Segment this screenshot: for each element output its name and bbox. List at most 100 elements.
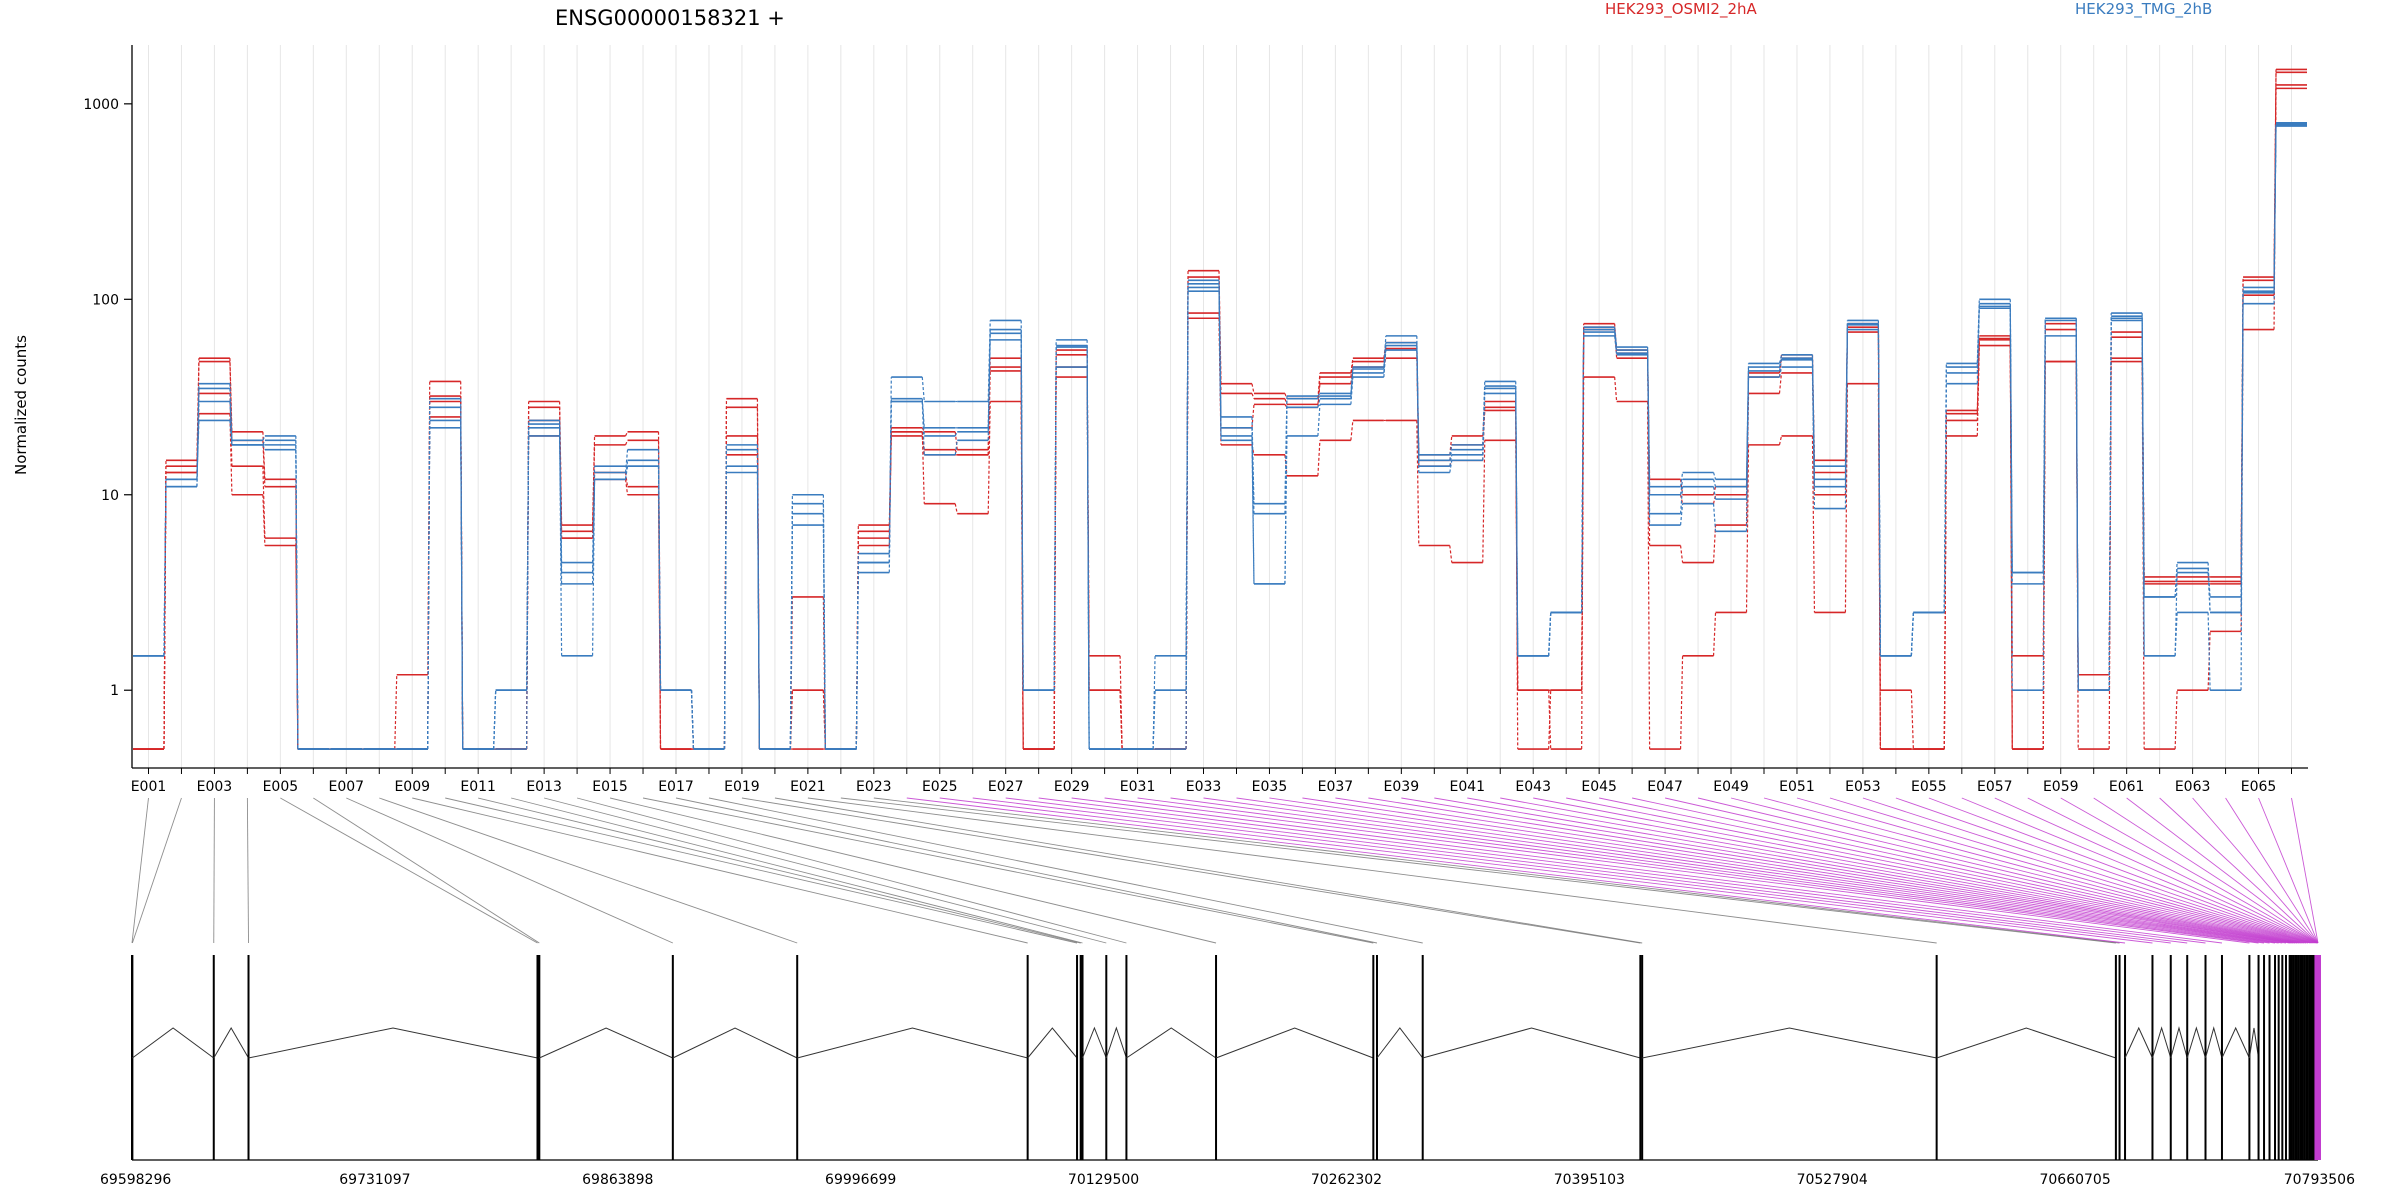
exon-connector [1664,797,2307,944]
genomic-tick-label: 69731097 [339,1172,410,1188]
legend-tmg: HEK293_TMG_2hB [2075,0,2212,19]
exon-transition [1778,354,1783,364]
exon-transition [196,401,200,487]
exon-transition [1251,393,1255,399]
x-tick-label: E009 [394,779,430,795]
exon-connector [1895,797,2315,944]
exon-connector [1302,797,2283,944]
exon-connector [873,797,2120,944]
x-tick-label: E061 [2109,779,2145,795]
exon-transition [460,427,464,750]
exon-box [2281,955,2284,1160]
exon-transition [1778,358,1783,368]
exon-transition [2174,612,2178,656]
exon-transition [295,444,299,750]
exon-transition [1317,404,1321,436]
exon-transition [789,525,793,750]
genomic-tick-label: 70793506 [2284,1172,2355,1188]
exon-transition [1317,398,1321,408]
intron-line [539,1027,674,1059]
exon-transition [2207,572,2211,613]
y-tick-label: 100 [92,292,119,308]
x-tick-label: E019 [724,779,760,795]
exon-transition [1811,435,1816,613]
exon-transition [2108,320,2112,691]
exon-transition [262,466,266,539]
exon-box [2288,955,2291,1160]
exon-connector [1566,797,2301,944]
exon-connector [1368,797,2290,944]
exon-transition [624,479,629,495]
exon-transition [624,460,629,480]
exon-transition [1317,377,1321,405]
exon-box [2268,955,2271,1160]
series-line [133,84,2307,750]
exon-box [2263,955,2266,1160]
intron-line [1422,1027,1641,1059]
intron-line [797,1027,1028,1059]
exon-box [2299,955,2302,1160]
intron-line [2170,1026,2188,1059]
exon-transition [2141,318,2145,656]
exon-transition [2075,335,2079,691]
exon-transition [1581,327,1585,750]
intron-line [1126,1027,1217,1059]
intron-line [1642,1027,1937,1059]
exon-transition [1548,612,1552,656]
exon-transition [954,503,958,514]
exon-transition [1614,335,1618,355]
exon-transition [2009,308,2013,691]
exon-transition [1251,440,1255,584]
exon-transition [591,444,596,532]
exon-transition [1350,420,1354,441]
intron-line [2221,1026,2250,1059]
exon-box [2118,955,2121,1160]
exon-transition [1053,367,1057,691]
intron-line [2205,1026,2223,1059]
exon-connector [445,797,1078,944]
exon-connector [246,797,249,944]
exon-connector [280,797,538,944]
exon-transition [1185,291,1189,750]
exon-connector [2060,797,2318,944]
exon-connector [1005,797,2188,944]
exon-transition [1317,440,1321,476]
exon-connector [1137,797,2259,944]
exon-connector [1170,797,2265,944]
x-tick-label: E015 [592,779,628,795]
genomic-tick-label: 70262302 [1311,1172,1382,1188]
x-tick-label: E017 [658,779,694,795]
x-tick-label: E053 [1845,779,1881,795]
exon-connector [1697,797,2309,944]
exon-transition [1350,377,1354,405]
x-tick-label: E027 [988,779,1024,795]
x-tick-label: E003 [197,779,233,795]
exon-transition [1679,655,1684,750]
exon-transition [1449,454,1453,467]
exon-transition [1712,486,1717,500]
exon-connector [1533,797,2299,944]
intron-line [1936,1027,2117,1059]
x-tick-label: E033 [1186,779,1222,795]
x-tick-label: E047 [1647,779,1683,795]
exon-transition [559,427,563,656]
exon-connector [1994,797,2317,944]
exon-connector [642,797,1374,944]
exon-transition [2240,292,2244,613]
exon-box [1639,955,1642,1160]
exon-transition [2174,690,2178,750]
exon-transition [954,431,958,437]
exon-transition [921,377,925,402]
genomic-tick-label: 70660705 [2039,1172,2110,1188]
exon-transition [1581,335,1585,613]
y-tick-label: 1000 [83,97,119,113]
exon-transition [987,401,991,514]
exon-connector [1071,797,2223,944]
exon-transition [1350,367,1354,394]
exon-connector [675,797,1378,944]
exon-transition [657,449,662,691]
exon-box [2294,955,2297,1160]
intron-line [2124,1026,2153,1059]
exon-box [2290,955,2293,1160]
exon-connector [609,797,1217,944]
